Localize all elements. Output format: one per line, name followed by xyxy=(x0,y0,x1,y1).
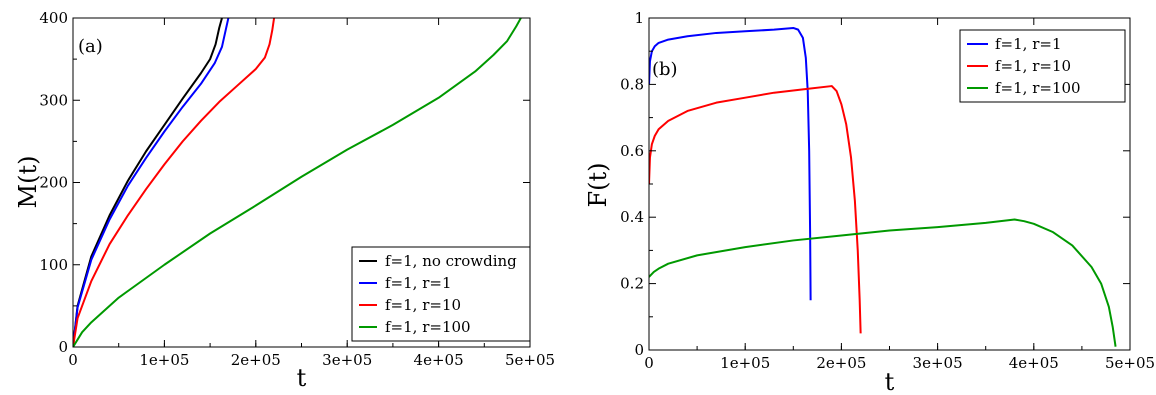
x-tick-label: 0 xyxy=(644,354,654,372)
x-tick-label: 4e+05 xyxy=(1009,354,1059,372)
series-line-2 xyxy=(73,18,276,347)
y-tick-label: 0 xyxy=(634,341,644,359)
legend-box xyxy=(351,246,531,342)
x-tick-label: 1e+05 xyxy=(139,351,189,369)
y-tick-label: 0.8 xyxy=(620,75,644,93)
y-tick-label: 100 xyxy=(39,256,68,274)
x-tick-label: 5e+05 xyxy=(1105,354,1155,372)
x-tick-label: 2e+05 xyxy=(231,351,281,369)
y-tick-label: 0 xyxy=(58,338,68,356)
y-tick-label: 0.2 xyxy=(620,275,644,293)
x-tick-label: 2e+05 xyxy=(816,354,866,372)
x-tick-label: 3e+05 xyxy=(913,354,963,372)
legend-label-0: f=1, r=1 xyxy=(995,35,1061,53)
series-line-3 xyxy=(73,18,522,347)
y-axis-label: F(t) xyxy=(584,162,612,207)
y-tick-label: 1 xyxy=(634,9,644,27)
panel-tag: (a) xyxy=(78,36,103,57)
legend-label-2: f=1, r=10 xyxy=(385,296,461,314)
x-tick-label: 1e+05 xyxy=(720,354,770,372)
y-tick-label: 400 xyxy=(39,9,68,27)
series-line-0 xyxy=(73,18,223,347)
series-line-1 xyxy=(649,85,862,334)
y-tick-label: 0.4 xyxy=(620,208,644,226)
panel-tag: (b) xyxy=(652,59,678,80)
x-tick-label: 5e+05 xyxy=(505,351,555,369)
x-tick-label: 0 xyxy=(68,351,78,369)
legend-label-1: f=1, r=1 xyxy=(385,274,451,292)
y-tick-label: 0.6 xyxy=(620,142,644,160)
panel-b-chart: 0 1e+05 2e+05 3e+05 4e+05 5e+05 0 0.2 0.4 0.6 0.8 1… xyxy=(584,9,1155,395)
x-tick-label: 4e+05 xyxy=(414,351,464,369)
legend-label-1: f=1, r=10 xyxy=(995,57,1071,75)
legend-label-2: f=1, r=100 xyxy=(995,79,1081,97)
y-tick-label: 300 xyxy=(39,91,68,109)
series-line-1 xyxy=(73,18,230,347)
x-tick-label: 3e+05 xyxy=(322,351,372,369)
legend-label-0: f=1, no crowding xyxy=(385,252,517,270)
y-axis-label: M(t) xyxy=(14,156,42,209)
x-axis-label: t xyxy=(885,368,895,395)
legend-label-3: f=1, r=100 xyxy=(385,318,471,336)
x-axis-label: t xyxy=(297,364,307,392)
series-line-0 xyxy=(649,26,812,301)
series-line-2 xyxy=(649,218,1117,347)
panel-a-chart: 0 1e+05 2e+05 3e+05 4e+05 5e+05 0 100 200 300 400 t… xyxy=(14,9,555,392)
y-tick-label: 200 xyxy=(39,174,68,192)
